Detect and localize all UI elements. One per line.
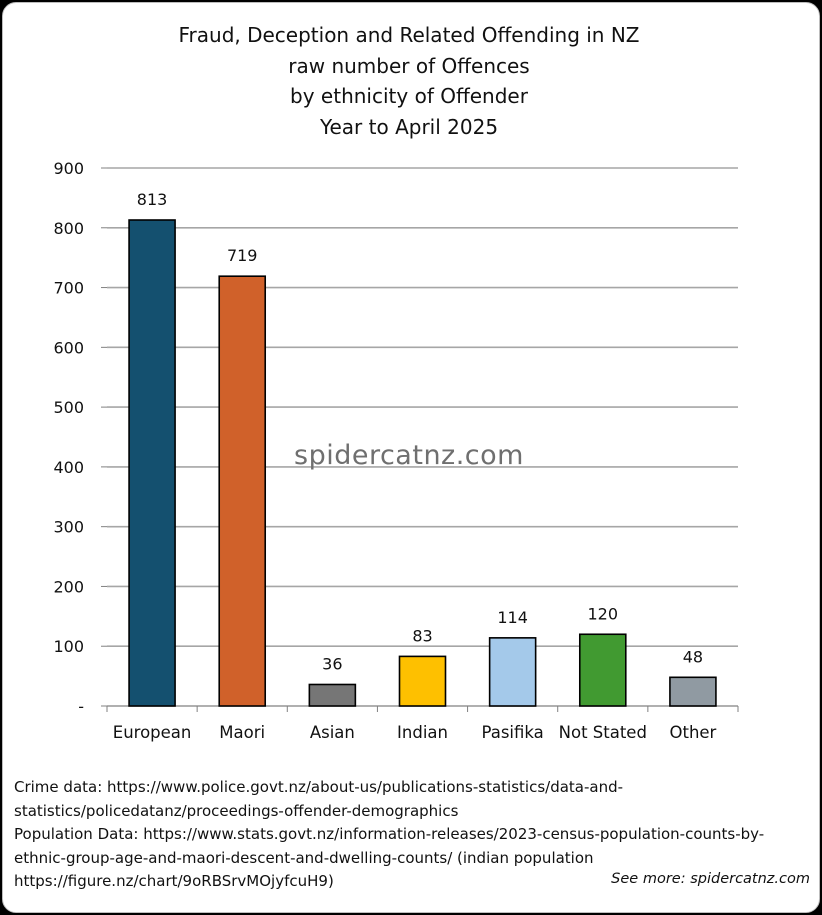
y-tick-labels: - 100 200 300 400 500 600 700 800 900 bbox=[53, 159, 84, 716]
bar-not-stated bbox=[578, 633, 627, 707]
data-label: 48 bbox=[683, 647, 703, 666]
data-label: 120 bbox=[588, 604, 619, 623]
x-tick-label: Other bbox=[669, 723, 716, 742]
chart-title: Fraud, Deception and Related Offending i… bbox=[0, 20, 820, 142]
y-tick-label: 100 bbox=[53, 637, 84, 656]
bar-asian bbox=[308, 683, 357, 707]
source-line-3: Population Data: https://www.stats.govt.… bbox=[14, 825, 765, 843]
bar-european bbox=[128, 219, 176, 707]
source-notes: Crime data: https://www.police.govt.nz/a… bbox=[14, 776, 814, 894]
source-line-4: ethnic-group-age-and-maori-descent-and-d… bbox=[14, 848, 594, 867]
x-tick-label: Indian bbox=[397, 723, 448, 742]
y-tick-label: 300 bbox=[53, 518, 84, 537]
x-tick-label: Maori bbox=[219, 723, 265, 742]
data-label: 114 bbox=[497, 608, 528, 627]
title-line-4: Year to April 2025 bbox=[319, 114, 499, 139]
y-tick-label: 600 bbox=[53, 338, 84, 357]
y-tick-label: 800 bbox=[53, 219, 84, 238]
bars bbox=[128, 219, 717, 707]
title-line-2: raw number of Offences bbox=[288, 53, 530, 78]
x-tick-label: Pasifika bbox=[482, 723, 544, 742]
y-tick-label: 400 bbox=[53, 458, 84, 477]
bar-other bbox=[669, 676, 717, 707]
x-tick-label: European bbox=[113, 723, 192, 742]
y-tick-label: 900 bbox=[53, 159, 84, 178]
data-label: 719 bbox=[227, 246, 258, 265]
data-labels: 813 719 36 83 114 120 48 bbox=[137, 190, 703, 673]
bar-indian bbox=[398, 655, 447, 707]
bar-maori bbox=[218, 275, 267, 707]
source-line-1: Crime data: https://www.police.govt.nz/a… bbox=[14, 778, 624, 796]
title-line-1: Fraud, Deception and Related Offending i… bbox=[178, 23, 640, 47]
x-tick-label: Not Stated bbox=[559, 723, 647, 742]
title-line-3: by ethnicity of Offender bbox=[290, 84, 528, 108]
source-line-5: https://figure.nz/chart/9oRBSrvMOjyfcuH9… bbox=[14, 872, 334, 890]
y-tick-label: - bbox=[78, 697, 84, 716]
y-tick-label: 200 bbox=[53, 577, 84, 596]
data-label: 83 bbox=[412, 626, 432, 645]
gridlines bbox=[107, 167, 738, 648]
watermark: spidercatnz.com bbox=[294, 440, 524, 471]
x-tick-labels: European Maori Asian Indian Pasifika Not Stat… bbox=[113, 723, 717, 742]
x-tick-label: Asian bbox=[310, 723, 355, 742]
y-tick-label: 700 bbox=[53, 279, 84, 298]
data-label: 36 bbox=[322, 654, 342, 673]
data-label: 813 bbox=[137, 190, 168, 209]
y-tick-label: 500 bbox=[53, 398, 84, 417]
see-more-credit: See more: spidercatnz.com bbox=[611, 871, 810, 887]
source-line-2: statistics/policedatanz/proceedings-offe… bbox=[14, 801, 459, 820]
bar-pasifika bbox=[488, 637, 537, 707]
